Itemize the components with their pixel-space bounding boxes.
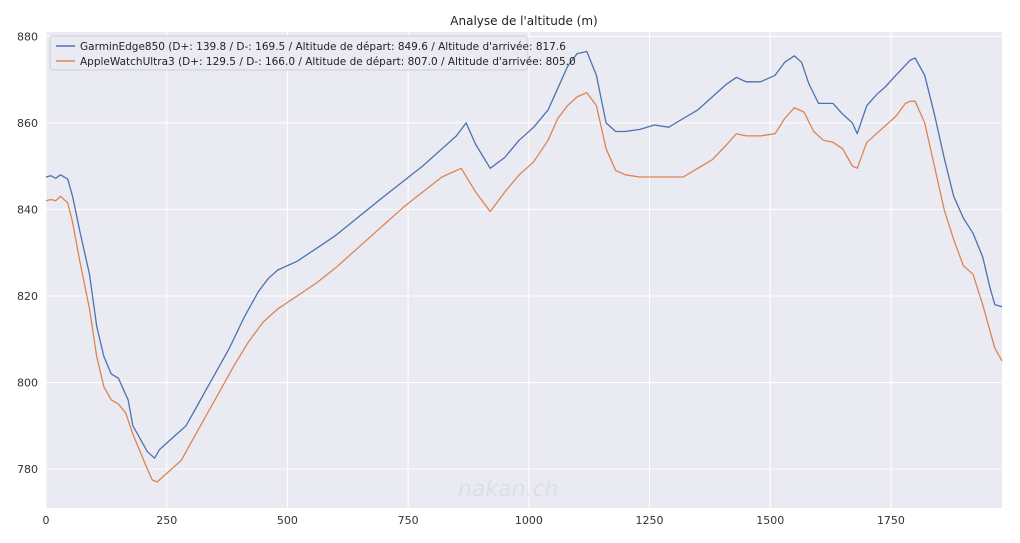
legend-label-garmin: GarminEdge850 (D+: 139.8 / D-: 169.5 / A…: [80, 41, 566, 53]
y-tick-label-880: 880: [17, 30, 38, 43]
x-tick-label-250: 250: [156, 514, 177, 527]
y-tick-label-840: 840: [17, 203, 38, 216]
x-tick-label-1750: 1750: [877, 514, 905, 527]
legend-label-apple: AppleWatchUltra3 (D+: 129.5 / D-: 166.0 …: [80, 56, 576, 68]
series-line-garmin: [45, 50, 1003, 459]
y-tick-label-860: 860: [17, 117, 38, 130]
x-tick-label-0: 0: [43, 514, 50, 527]
watermark-text: nakan.ch: [458, 477, 559, 502]
x-tick-label-750: 750: [398, 514, 419, 527]
chart-title: Analyse de l'altitude (m): [450, 14, 597, 28]
x-tick-label-1500: 1500: [756, 514, 784, 527]
plot-background: [46, 32, 1002, 508]
y-tick-label-820: 820: [17, 290, 38, 303]
series-line-apple: [45, 91, 1003, 483]
watermark-logo: nakan.ch: [458, 477, 559, 502]
legend: GarminEdge850 (D+: 139.8 / D-: 169.5 / A…: [49, 35, 576, 71]
y-tick-label-800: 800: [17, 377, 38, 390]
axis-ticks: 0 250 500 750 1000 1250 1500 1750 780 800 820 840 86…: [17, 30, 905, 527]
x-tick-label-1250: 1250: [636, 514, 664, 527]
x-tick-label-500: 500: [277, 514, 298, 527]
y-tick-label-780: 780: [17, 463, 38, 476]
legend-box: [49, 35, 529, 71]
series-lines: [45, 50, 1003, 483]
x-tick-label-1000: 1000: [515, 514, 543, 527]
